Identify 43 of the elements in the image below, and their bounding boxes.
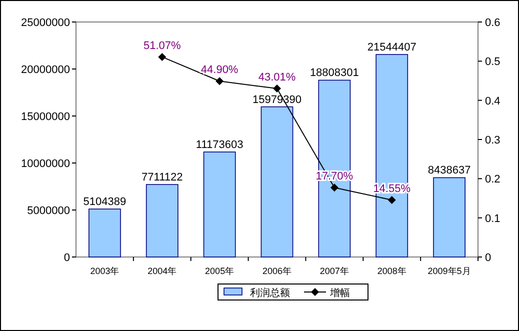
x-tick-label: 2006年 xyxy=(262,266,292,276)
bar xyxy=(203,152,236,258)
data-label: 44.90% xyxy=(200,64,238,76)
data-label: 11173603 xyxy=(196,138,244,151)
data-label: 21544407 xyxy=(367,41,416,54)
data-label: 8438637 xyxy=(428,164,471,177)
x-tick-label: 2008年 xyxy=(377,266,406,276)
y-tick-label: 25000000 xyxy=(21,17,70,29)
y2-tick-label: 0 xyxy=(485,252,492,264)
data-label: 5104389 xyxy=(83,196,126,208)
legend-label: 增幅 xyxy=(329,287,350,299)
y-tick-label: 20000000 xyxy=(21,64,70,76)
y2-tick-label: 0.3 xyxy=(485,134,500,146)
data-label: 18808301 xyxy=(310,67,359,80)
y-tick-label: 15000000 xyxy=(21,111,70,123)
x-tick-label: 2004年 xyxy=(148,266,177,276)
bar xyxy=(260,106,294,258)
x-tick-label: 2005年 xyxy=(205,266,234,276)
point xyxy=(330,184,338,192)
data-label: 51.07% xyxy=(143,40,182,52)
point xyxy=(216,77,224,86)
y2-tick-label: 0.4 xyxy=(485,95,500,108)
bar xyxy=(318,80,351,258)
legend-label: 利润总额 xyxy=(250,287,290,299)
y2-tick-label: 0.2 xyxy=(485,174,500,186)
x-tick-label: 2003年 xyxy=(90,266,120,276)
y-tick-label: 0 xyxy=(64,252,70,264)
point xyxy=(388,196,396,204)
y-tick-label: 5000000 xyxy=(27,205,70,217)
point xyxy=(158,52,166,61)
y2-tick-label: 0.5 xyxy=(485,56,500,68)
y2-tick-label: 0.1 xyxy=(485,212,500,225)
y-tick-label: 10000000 xyxy=(21,158,70,170)
y2-tick-label: 0.6 xyxy=(485,17,500,29)
point xyxy=(273,84,281,93)
bar xyxy=(88,208,121,258)
x-tick-label: 2009年5月 xyxy=(428,266,471,276)
x-tick-label: 2007年 xyxy=(320,266,349,276)
data-label: 7711122 xyxy=(142,172,183,184)
bar xyxy=(376,54,408,258)
bar xyxy=(433,177,466,258)
data-label: 43.01% xyxy=(258,72,296,84)
bar xyxy=(146,184,178,258)
